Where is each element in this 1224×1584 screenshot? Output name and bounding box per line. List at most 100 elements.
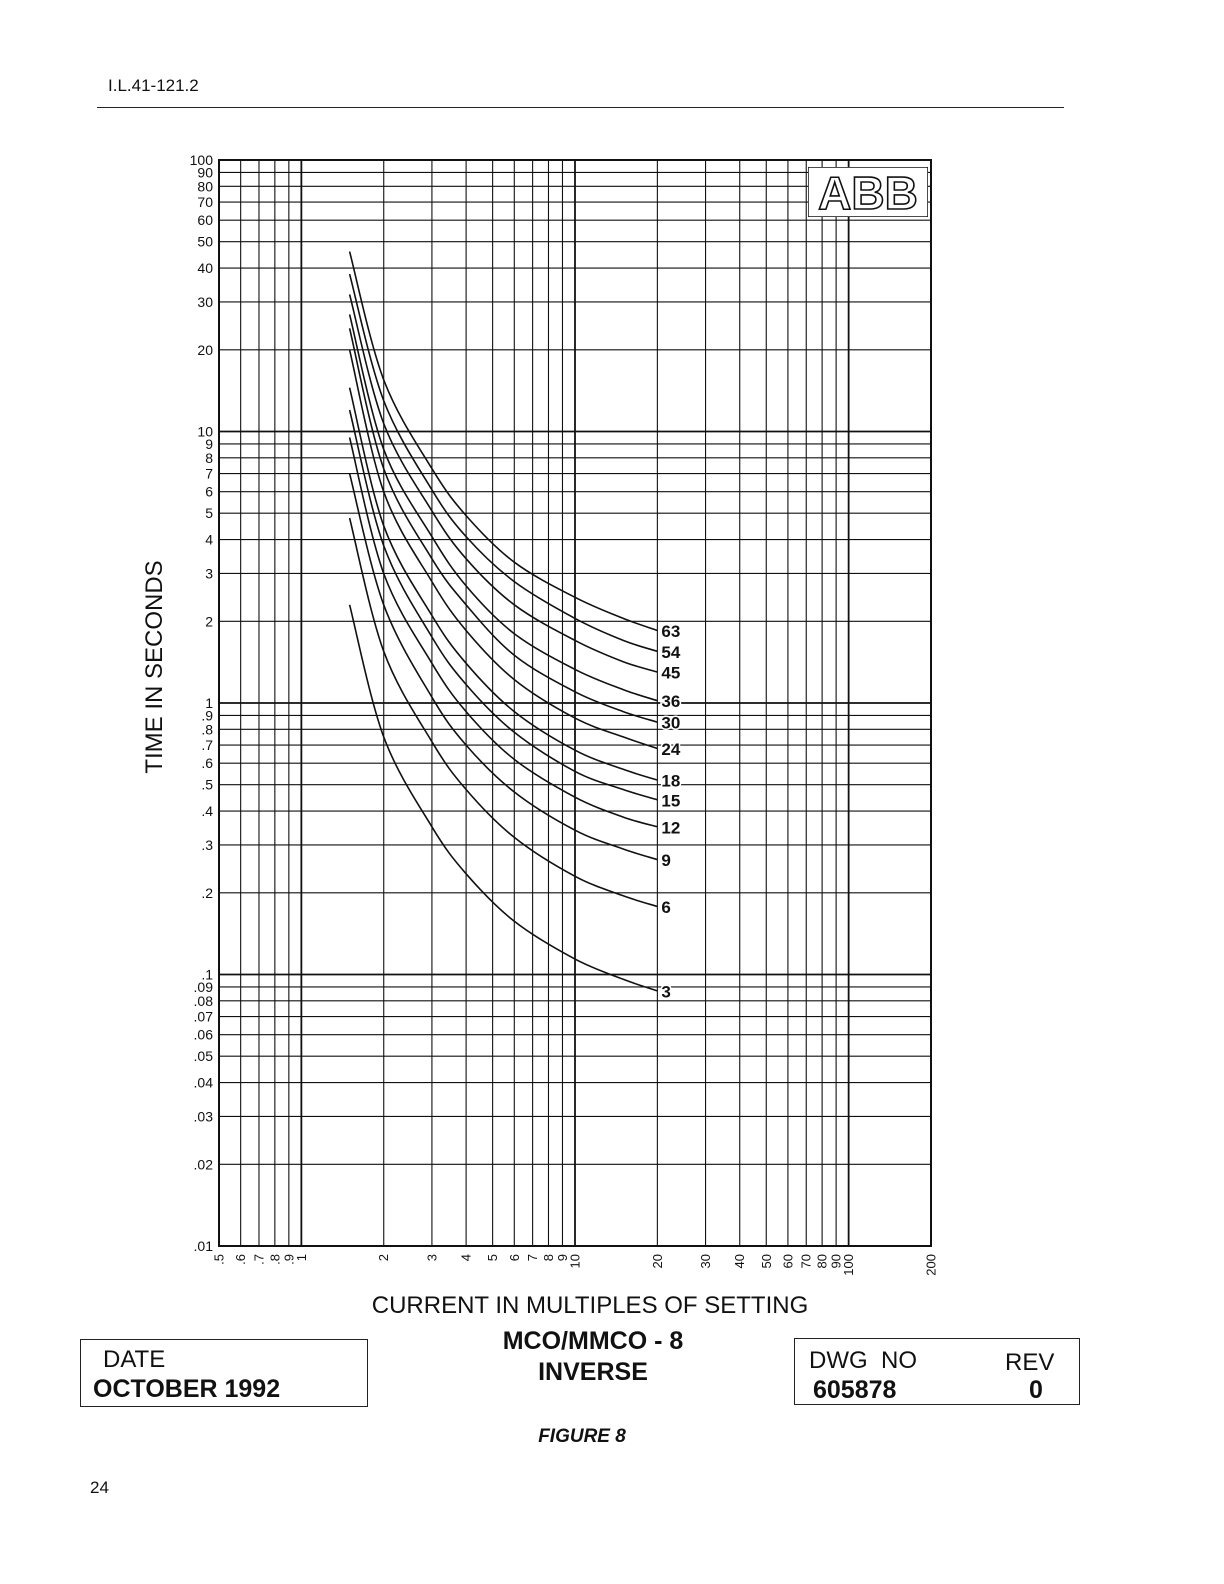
curve-label-6: 6: [661, 898, 670, 917]
curve-label-18: 18: [661, 772, 680, 791]
y-tick-label: 80: [197, 178, 213, 194]
y-tick-label: .05: [194, 1048, 214, 1064]
curve-label-3: 3: [661, 982, 670, 1001]
curve-label-63: 63: [661, 622, 680, 641]
x-tick-label: 90: [829, 1254, 844, 1268]
y-tick-label: 30: [197, 294, 213, 310]
x-tick-label: 80: [815, 1254, 830, 1268]
curve-td-6: [348, 517, 658, 908]
curve-td-24: [348, 349, 658, 750]
y-gridlines: [219, 159, 931, 1247]
abb-logo: ABB: [808, 167, 928, 217]
y-tick-label: .06: [194, 1027, 214, 1043]
curve-label-24: 24: [661, 740, 680, 759]
y-tick-label: 70: [197, 194, 213, 210]
y-tick-label: .8: [201, 721, 213, 737]
y-tick-label: .02: [194, 1156, 214, 1172]
y-tick-label: 50: [197, 234, 213, 250]
y-tick-label: 3: [205, 565, 213, 581]
y-tick-label: 4: [205, 532, 213, 548]
y-tick-label: .4: [201, 803, 213, 819]
curve-td-63: [348, 251, 658, 632]
y-tick-label: .04: [194, 1075, 214, 1091]
curve-label-15: 15: [661, 791, 680, 810]
chart-title-block: MCO/MMCO - 8 INVERSE: [470, 1326, 716, 1388]
date-label: DATE: [103, 1346, 166, 1373]
x-tick-label: 8: [541, 1254, 556, 1261]
y-tick-label: .2: [201, 885, 213, 901]
x-tick-label: .7: [251, 1254, 266, 1265]
curve-label-12: 12: [661, 818, 680, 837]
x-tick-label: 10: [568, 1254, 583, 1268]
y-tick-label: .09: [194, 979, 214, 995]
y-tick-label: 90: [197, 164, 213, 180]
curve-td-3: [348, 604, 658, 992]
x-tick-label: 7: [525, 1254, 540, 1261]
time-dial-curves: [348, 251, 658, 992]
y-tick-label: .3: [201, 837, 213, 853]
y-tick-label: 1: [205, 695, 213, 711]
x-tick-label: 40: [732, 1254, 747, 1268]
x-tick-label: .9: [281, 1254, 296, 1265]
y-tick-label: 10: [197, 424, 213, 440]
x-axis-title: CURRENT IN MULTIPLES OF SETTING: [371, 1292, 809, 1319]
chart-subtitle: INVERSE: [538, 1358, 648, 1386]
x-tick-label: 100: [841, 1254, 856, 1276]
figure-caption: FIGURE 8: [538, 1426, 626, 1447]
x-tick-label: 30: [698, 1254, 713, 1268]
y-tick-labels: .01 .02 .03 .04 .05 .06 .07.08.09.1 .2 .3 .4 .5 .6.…: [190, 152, 214, 1254]
x-tick-label: 4: [459, 1254, 474, 1261]
y-tick-label: .03: [194, 1108, 214, 1124]
rev-label: REV: [1005, 1349, 1055, 1376]
y-tick-label: 60: [197, 212, 213, 228]
y-tick-label: .7: [201, 737, 213, 753]
dwg-no-label: DWG NO: [809, 1347, 917, 1374]
y-tick-label: .07: [194, 1009, 214, 1025]
y-axis-title-text: TIME IN SECONDS: [141, 560, 168, 774]
x-tick-label: .5: [212, 1254, 227, 1265]
y-tick-label: 8: [205, 450, 213, 466]
x-tick-label: 6: [507, 1254, 522, 1261]
curve-td-12: [348, 437, 658, 828]
x-tick-label: 2: [376, 1254, 391, 1261]
y-tick-label: 5: [205, 505, 213, 521]
x-tick-label: 60: [780, 1254, 795, 1268]
curve-label-45: 45: [661, 664, 680, 683]
curve-td-36: [348, 314, 658, 702]
x-tick-label: 9: [555, 1254, 570, 1261]
date-value: OCTOBER 1992: [93, 1375, 281, 1403]
page-number: 24: [90, 1478, 109, 1497]
date-box: DATE OCTOBER 1992: [80, 1339, 368, 1407]
curve-label-36: 36: [661, 692, 680, 711]
y-tick-label: .9: [201, 707, 213, 723]
curve-td-9: [348, 473, 658, 861]
header-rule: [97, 107, 1064, 108]
curve-td-45: [348, 294, 658, 673]
y-tick-label: 20: [197, 342, 213, 358]
curve-td-15: [348, 409, 658, 801]
y-tick-label: 40: [197, 260, 213, 276]
y-tick-label: 9: [205, 436, 213, 452]
x-tick-label: 20: [650, 1254, 665, 1268]
drawing-number-box: DWG NO 605878 REV 0: [794, 1338, 1080, 1405]
svg-text:ABB: ABB: [818, 167, 918, 217]
y-tick-label: 2: [205, 613, 213, 629]
x-tick-label: 3: [424, 1254, 439, 1261]
y-tick-label: 100: [190, 152, 214, 168]
y-tick-label: .6: [201, 755, 213, 771]
y-tick-label: .01: [194, 1238, 214, 1254]
y-tick-label: 6: [205, 484, 213, 500]
curve-label-9: 9: [661, 851, 670, 870]
dwg-no-value: 605878: [813, 1376, 897, 1404]
x-tick-label: .6: [233, 1254, 248, 1265]
x-tick-label: 5: [485, 1254, 500, 1261]
y-tick-label: .08: [194, 993, 214, 1009]
x-tick-label: .8: [267, 1254, 282, 1265]
y-tick-label: .5: [201, 777, 213, 793]
curve-td-54: [348, 273, 658, 653]
x-tick-label: 70: [799, 1254, 814, 1268]
curve-label-54: 54: [661, 643, 680, 662]
